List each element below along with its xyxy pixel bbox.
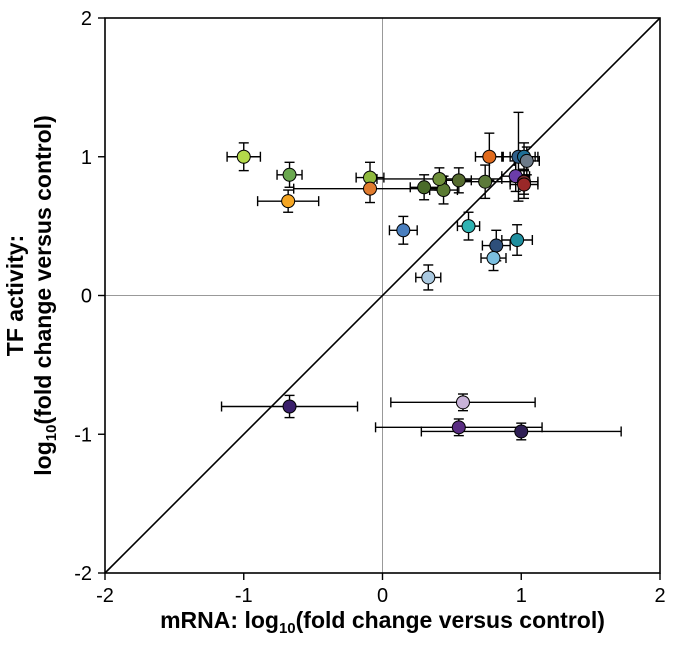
svg-text:log10(fold change versus contr: log10(fold change versus control) xyxy=(30,115,60,475)
y-tick-label: 2 xyxy=(81,8,92,30)
x-tick-label: 1 xyxy=(516,585,527,607)
data-point xyxy=(487,252,500,265)
x-axis-label: mRNA: log10(fold change versus control) xyxy=(160,607,605,637)
x-tick-label: 0 xyxy=(377,585,388,607)
data-point xyxy=(433,172,446,185)
data-point xyxy=(237,150,250,163)
data-point xyxy=(283,168,296,181)
data-point xyxy=(479,175,492,188)
x-tick-label: 2 xyxy=(654,585,665,607)
data-point xyxy=(520,154,533,167)
data-point xyxy=(397,224,410,237)
data-point xyxy=(422,271,435,284)
x-tick-label: -1 xyxy=(235,585,253,607)
data-point xyxy=(456,396,469,409)
x-tick-label: -2 xyxy=(96,585,114,607)
data-point xyxy=(418,181,431,194)
y-tick-label: -2 xyxy=(74,563,92,585)
data-point xyxy=(518,178,531,191)
chart-svg: -2 -1 0 1 2 -2 -1 0 1 2 mRNA: log10(fold change ve… xyxy=(0,0,685,650)
data-point xyxy=(483,150,496,163)
data-point xyxy=(515,425,528,438)
data-point xyxy=(462,220,475,233)
svg-text:TF activity:: TF activity: xyxy=(2,235,28,356)
y-tick-label: 1 xyxy=(81,147,92,169)
data-point xyxy=(452,421,465,434)
data-point xyxy=(490,239,503,252)
data-point xyxy=(511,234,524,247)
data-point xyxy=(282,195,295,208)
y-tick-label: -1 xyxy=(74,424,92,446)
data-point xyxy=(452,174,465,187)
y-axis-label: TF activity:log10(fold change versus con… xyxy=(2,115,60,475)
y-tick-label: 0 xyxy=(81,286,92,308)
data-point xyxy=(283,400,296,413)
scatter-chart: -2 -1 0 1 2 -2 -1 0 1 2 mRNA: log10(fold change ve… xyxy=(0,0,685,650)
data-point xyxy=(364,182,377,195)
